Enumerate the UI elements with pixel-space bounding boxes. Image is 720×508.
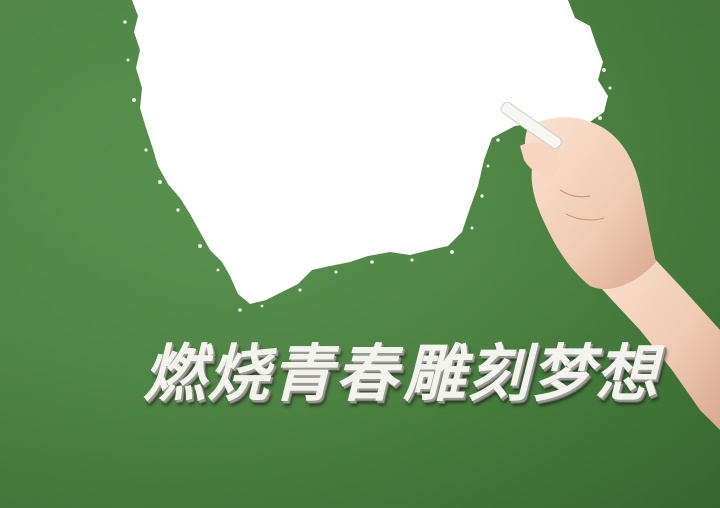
- slogan-burn-youth: 燃烧青春: [139, 337, 414, 410]
- thumb: [520, 142, 560, 177]
- forearm: [592, 238, 720, 430]
- chalk-stick: [500, 101, 562, 149]
- slogan-carve-dreams: 雕刻梦想: [399, 337, 674, 410]
- hand-palm: [525, 117, 656, 290]
